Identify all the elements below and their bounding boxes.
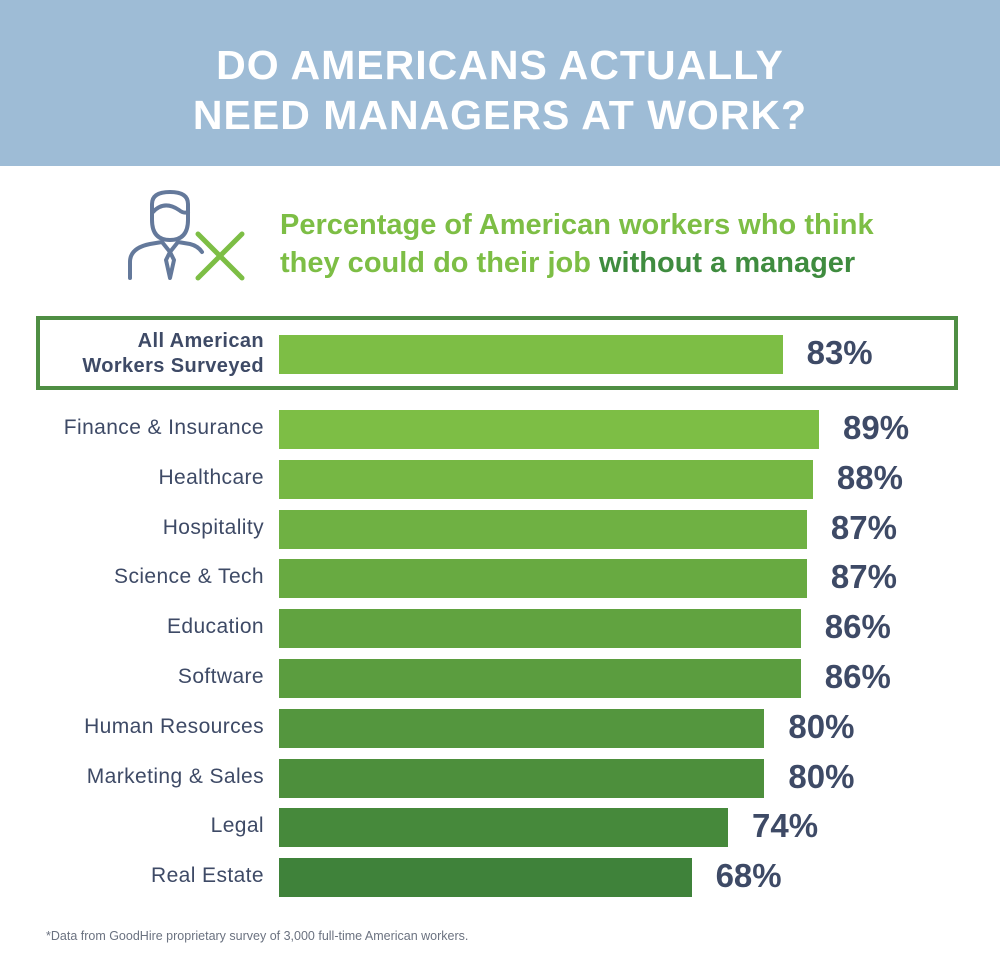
bar-hospitality [279,509,807,549]
value-label-human-resources: 80% [788,707,855,745]
category-label-legal: Legal [210,814,264,838]
subtitle-line-2: they could do their job without a manage… [280,244,980,282]
bar-marketing-and-sales [279,758,765,798]
value-label-software: 86% [824,658,891,695]
value-label-finance-and-insurance: 89% [843,409,910,446]
value-label-real-estate: 68% [715,857,782,895]
value-label-education: 86% [824,608,891,646]
all-workers-bar [279,335,783,374]
bar-education [279,609,801,649]
subtitle-line-2-start: they could do their job [280,247,599,279]
category-label-software: Software [177,665,264,688]
all-workers-label: All American Workers Surveyed [82,329,264,379]
value-label-science-and-tech: 87% [830,558,897,596]
category-label-hospitality: Hospitality [162,515,264,539]
value-label-hospitality: 87% [830,508,897,546]
bar-human-resources [279,708,765,748]
bar-healthcare [279,459,813,499]
category-label-marketing-and-sales: Marketing & Sales [86,764,264,788]
all-workers-label-line-2: Workers Surveyed [82,355,264,377]
category-label-real-estate: Real Estate [151,864,264,888]
bar-finance-and-insurance [279,410,819,449]
header-banner: DO AMERICANS ACTUALLY NEED MANAGERS AT W… [0,0,1000,166]
bar-science-and-tech [279,559,807,599]
category-label-science-and-tech: Science & Tech [114,565,264,589]
all-workers-label-line-1: All American [137,330,264,352]
chart-subtitle: Percentage of American workers who think… [280,206,980,282]
subtitle-highlight: without a manager [599,247,856,279]
manager-crossed-out-icon [124,190,248,282]
bar-software [279,659,801,698]
value-label-healthcare: 88% [836,458,903,496]
value-label-legal: 74% [751,807,819,845]
footnote: *Data from GoodHire proprietary survey o… [46,929,469,943]
bar-real-estate [279,858,692,898]
category-label-finance-and-insurance: Finance & Insurance [63,416,264,439]
all-workers-value-label: 83% [806,334,873,371]
category-label-human-resources: Human Resources [84,714,264,738]
page-title-line-1: DO AMERICANS ACTUALLY [216,42,784,88]
value-label-marketing-and-sales: 80% [788,757,855,795]
subtitle-line-1: Percentage of American workers who think [280,209,874,241]
category-label-healthcare: Healthcare [158,465,264,489]
category-label-education: Education [166,615,264,639]
page-title-line-2: NEED MANAGERS AT WORK? [192,92,808,138]
bar-legal [279,808,728,848]
